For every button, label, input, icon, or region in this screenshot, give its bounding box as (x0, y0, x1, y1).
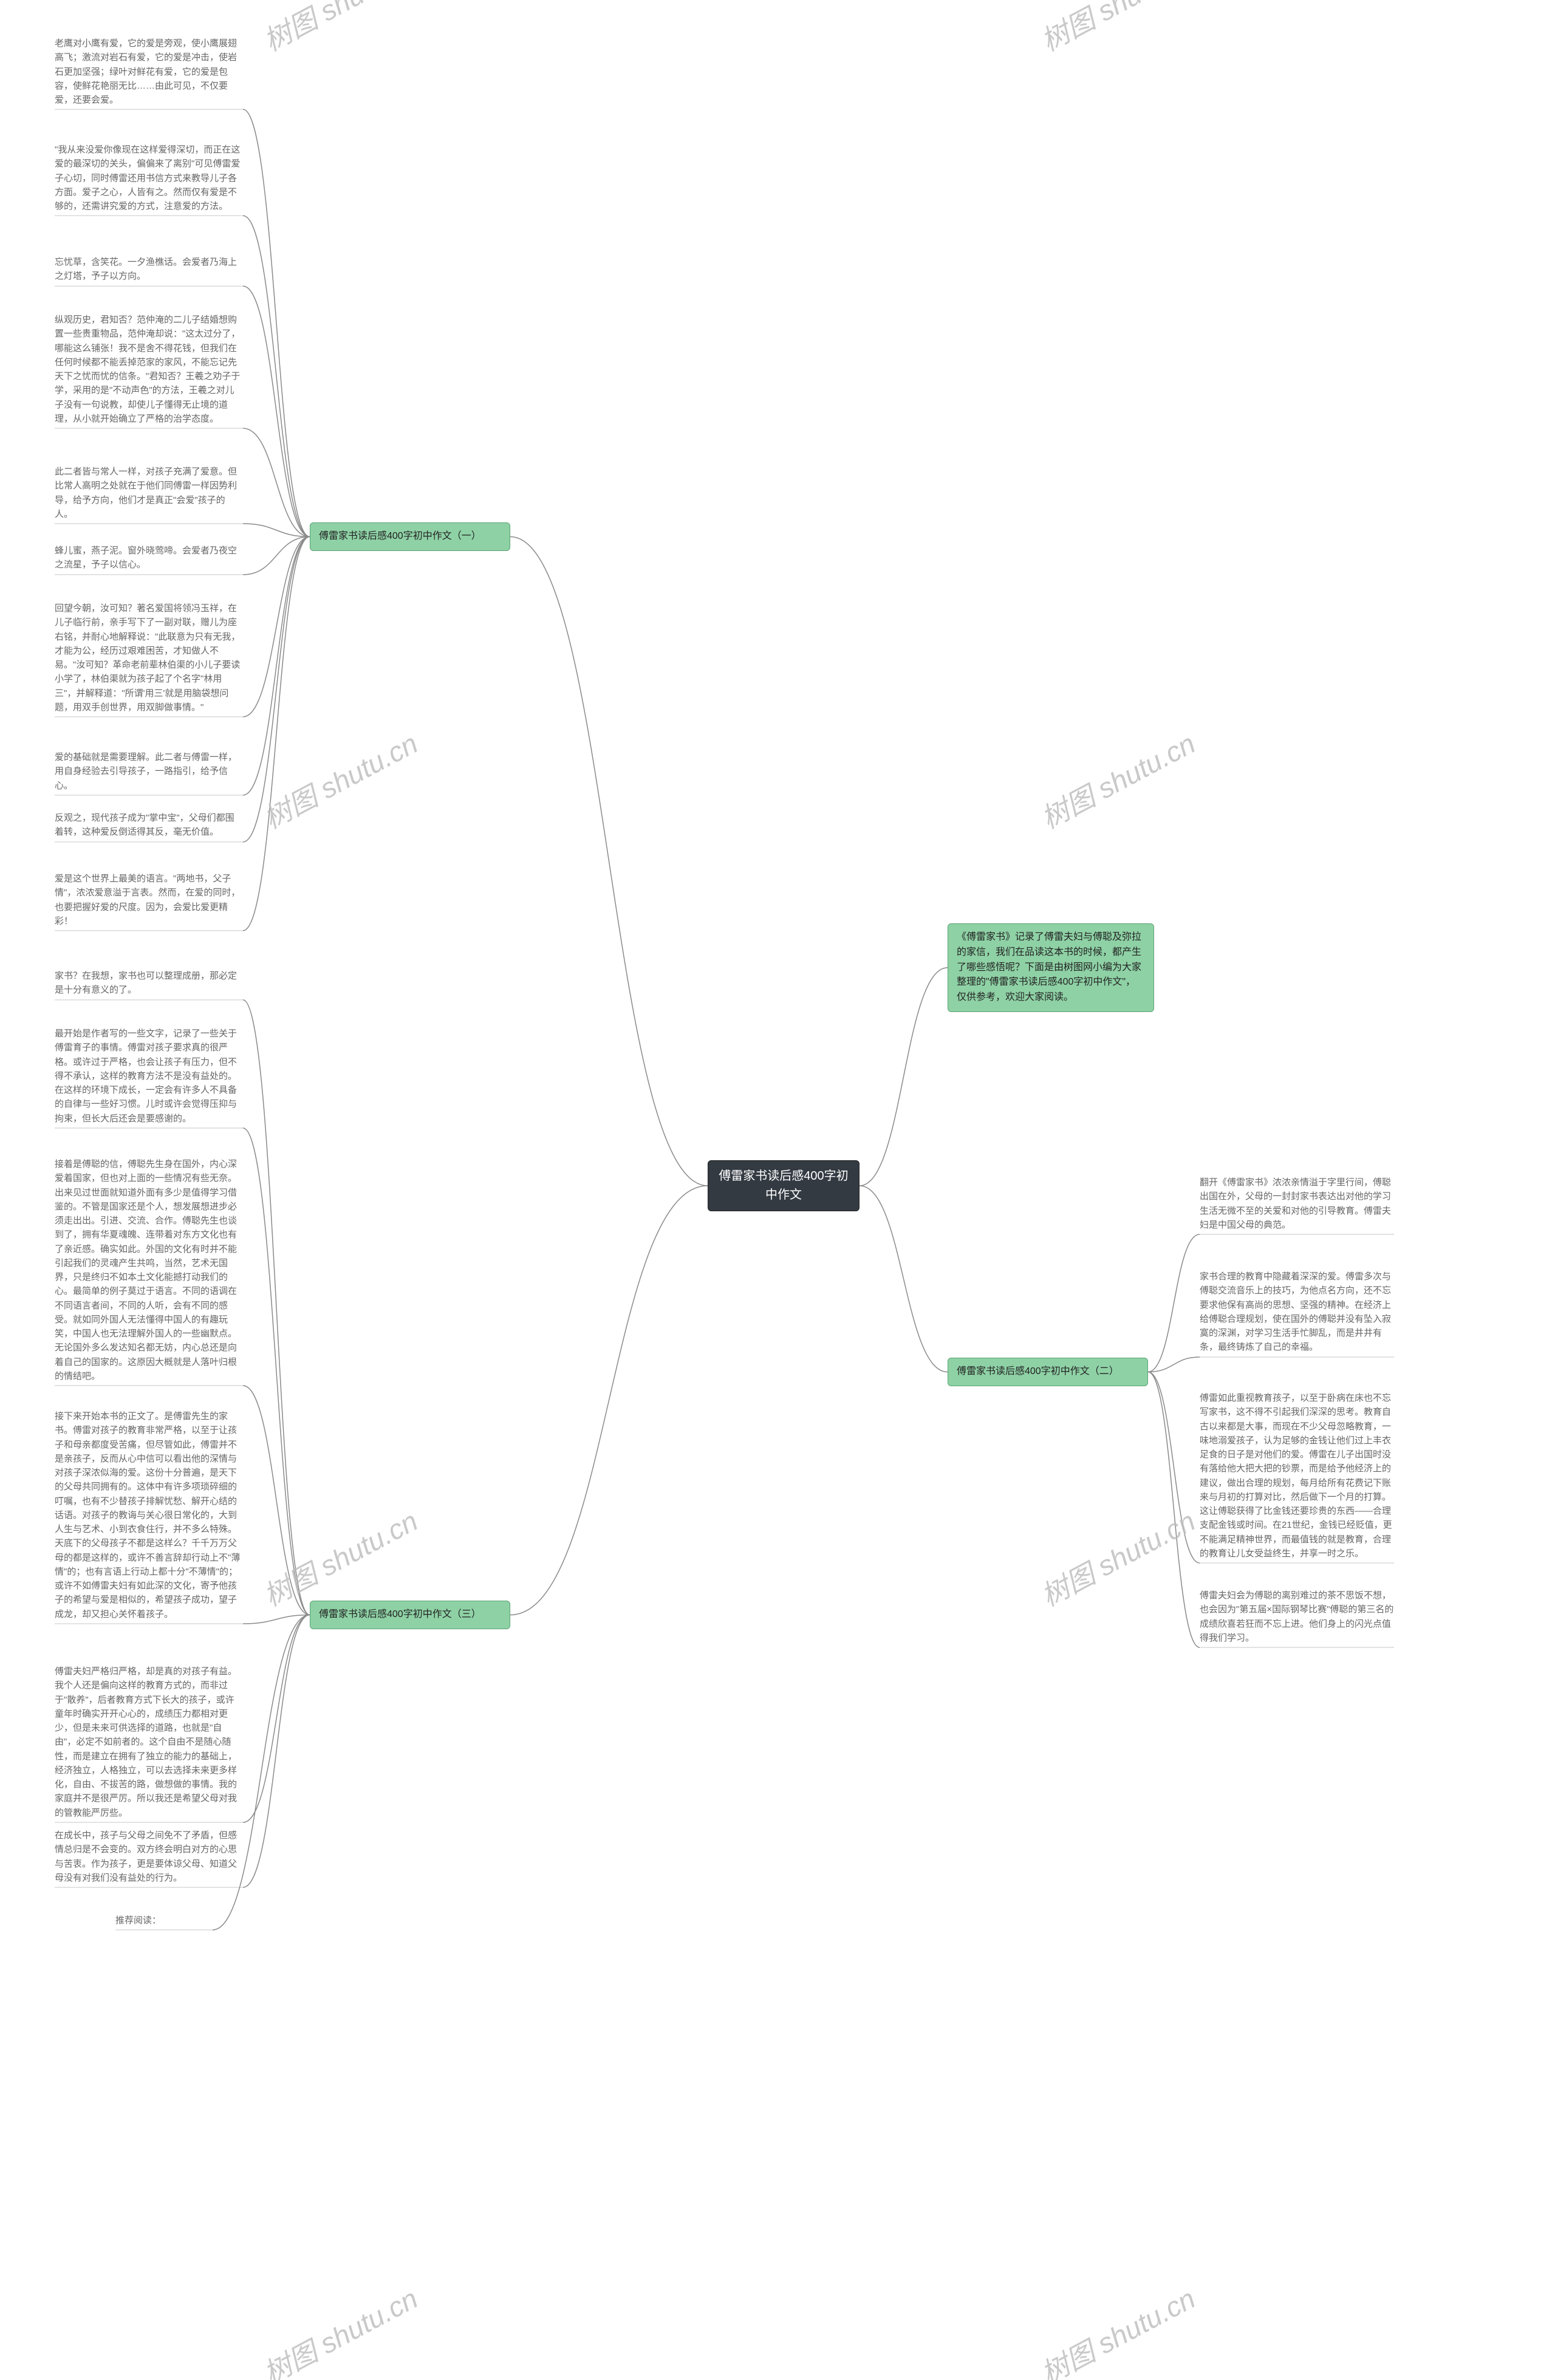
watermark: 树图 shutu.cn (256, 2277, 424, 2380)
leaf-node: 推荐阅读： (115, 1913, 213, 1927)
watermark: 树图 shutu.cn (1033, 722, 1201, 836)
watermark: 树图 shutu.cn (256, 0, 424, 60)
root-label: 傅雷家书读后感400字初中作文 (719, 1169, 848, 1202)
leaf-node: 家书？在我想，家书也可以整理成册，那必定是十分有意义的了。 (55, 969, 243, 997)
leaf-node: 此二者皆与常人一样，对孩子充满了爱意。但比常人高明之处就在于他们同傅雷一样因势利… (55, 465, 243, 521)
leaf-node: 在成长中，孩子与父母之间免不了矛盾，但感情总归是不会变的。双方终会明白对方的心思… (55, 1828, 243, 1885)
leaf-node: 翻开《傅雷家书》浓浓亲情溢于字里行间，傅聪出国在外，父母的一封封家书表达出对他的… (1200, 1175, 1394, 1232)
watermark: 树图 shutu.cn (256, 722, 424, 836)
watermark: 树图 shutu.cn (256, 1499, 424, 1614)
leaf-node: 回望今朝，汝可知？著名爱国将领冯玉祥，在儿子临行前，亲手写下了一副对联，赠儿为座… (55, 601, 243, 714)
section-node: 傅雷家书读后感400字初中作文（一） (310, 522, 510, 551)
root-node: 傅雷家书读后感400字初中作文 (708, 1160, 860, 1211)
leaf-node: 老鹰对小鹰有爱，它的爱是旁观，使小鹰展翅高飞；激流对岩石有爱，它的爱是冲击，使岩… (55, 36, 243, 107)
leaf-node: 蜂儿蜜，燕子泥。窗外晓莺啼。会爱者乃夜空之流星，予子以信心。 (55, 544, 243, 572)
leaf-node: 接着是傅聪的信，傅聪先生身在国外，内心深爱着国家，但也对上面的一些情况有些无奈。… (55, 1157, 243, 1383)
leaf-node: 爱是这个世界上最美的语言。"两地书，父子情"，浓浓爱意溢于言表。然而，在爱的同时… (55, 872, 243, 928)
leaf-node: 反观之，现代孩子成为"掌中宝"，父母们都围着转，这种爱反倒适得其反，毫无价值。 (55, 811, 243, 839)
leaf-node: 傅雷夫妇严格归严格，却是真的对孩子有益。我个人还是偏向这样的教育方式的，而非过于… (55, 1664, 243, 1820)
section-node: 傅雷家书读后感400字初中作文（三） (310, 1601, 510, 1629)
leaf-node: 家书合理的教育中隐藏着深深的爱。傅雷多次与傅聪交流音乐上的技巧，为他点名方向，还… (1200, 1270, 1394, 1355)
leaf-node: 傅雷如此重视教育孩子，以至于卧病在床也不忘写家书，这不得不引起我们深深的思考。教… (1200, 1391, 1394, 1561)
intro-text: 《傅雷家书》记录了傅雷夫妇与傅聪及弥拉的家信，我们在品读这本书的时候，都产生了哪… (957, 932, 1141, 1002)
leaf-node: "我从来没爱你像现在这样爱得深切，而正在这爱的最深切的关头，偏偏来了离别"可见傅… (55, 143, 243, 213)
watermark: 树图 shutu.cn (1033, 0, 1201, 60)
watermark: 树图 shutu.cn (1033, 1499, 1201, 1614)
leaf-node: 最开始是作者写的一些文字，记录了一些关于傅雷育子的事情。傅雷对孩子要求真的很严格… (55, 1027, 243, 1126)
watermark: 树图 shutu.cn (1033, 2277, 1201, 2380)
leaf-node: 纵观历史，君知否？范仲淹的二儿子结婚想购置一些贵重物品，范仲淹却说："这太过分了… (55, 313, 243, 426)
leaf-node: 接下来开始本书的正文了。是傅雷先生的家书。傅雷对孩子的教育非常严格，以至于让孩子… (55, 1409, 243, 1621)
section-node: 傅雷家书读后感400字初中作文（二） (948, 1358, 1148, 1386)
leaf-node: 爱的基础就是需要理解。此二者与傅雷一样，用自身经验去引导孩子，一路指引，给予信心… (55, 750, 243, 793)
leaf-node: 忘忧草，含笑花。一夕渔樵话。会爱者乃海上之灯塔，予子以方向。 (55, 255, 243, 284)
intro-node: 《傅雷家书》记录了傅雷夫妇与傅聪及弥拉的家信，我们在品读这本书的时候，都产生了哪… (948, 923, 1154, 1012)
leaf-node: 傅雷夫妇会为傅聪的离别难过的茶不思饭不想，也会因为"第五届×国际钢琴比赛"傅聪的… (1200, 1588, 1394, 1645)
